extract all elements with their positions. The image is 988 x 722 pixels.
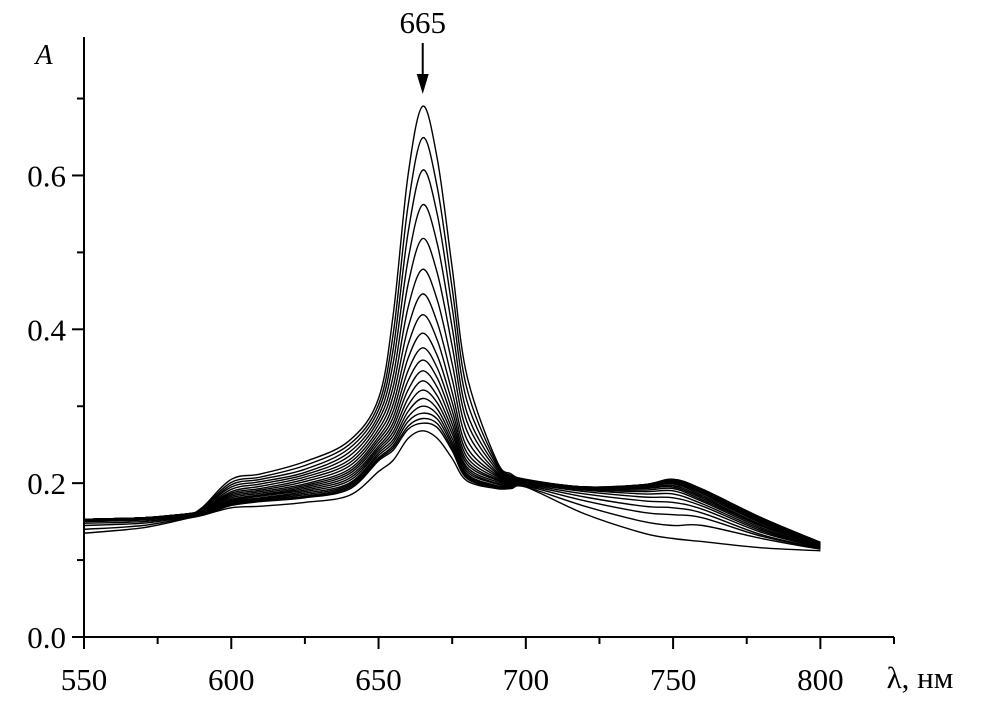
down-arrow-icon	[416, 74, 429, 94]
x-tick-label: 700	[503, 662, 550, 697]
spectrum-line-13	[83, 380, 821, 548]
x-axis-label: λ, нм	[887, 660, 954, 695]
x-tick-label: 550	[61, 662, 108, 697]
spectrum-line-19	[83, 422, 821, 550]
y-axis-label: A	[33, 40, 53, 71]
spectrum-line-8	[83, 314, 821, 546]
y-tick-label: 0.0	[27, 620, 66, 655]
x-tick-label: 800	[797, 662, 844, 697]
spectrum-line-18	[83, 417, 821, 550]
y-tick-label: 0.4	[27, 312, 66, 347]
spectrum-line-9	[83, 332, 821, 547]
y-tick-label: 0.2	[27, 466, 66, 501]
x-tick-label: 650	[355, 662, 402, 697]
spectrum-line-14	[83, 389, 821, 548]
spectrum-line-11	[83, 359, 821, 547]
series-layer	[83, 105, 821, 552]
peak-annotation-label: 665	[399, 5, 446, 40]
spectrum-line-17	[83, 412, 821, 550]
y-tick-label: 0.6	[27, 158, 66, 193]
x-tick-label: 600	[208, 662, 255, 697]
peak-annotation: 665	[399, 5, 446, 94]
spectrum-line-20	[83, 430, 821, 552]
spectrum-line-2	[83, 137, 821, 544]
spectrum-line-15	[83, 397, 821, 549]
tick-layer: 550 600 650 700 750 800 0.0 0.2 0.4 0.6	[27, 97, 895, 697]
x-tick-label: 750	[650, 662, 697, 697]
spectrum-line-3	[83, 169, 821, 544]
spectrum-line-10	[83, 347, 821, 547]
